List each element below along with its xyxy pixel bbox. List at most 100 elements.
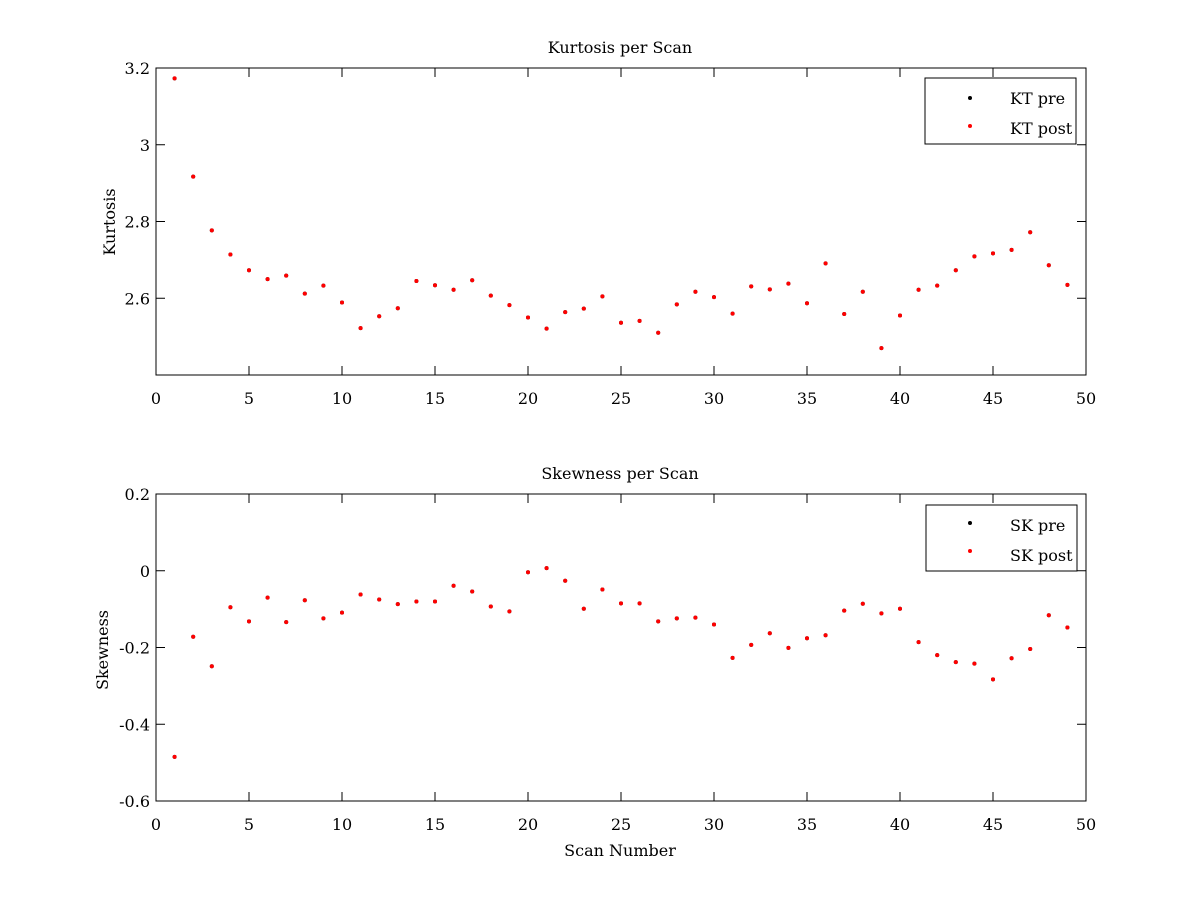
kurtosis-point-post xyxy=(302,291,307,296)
kurtosis-point-post xyxy=(805,301,809,306)
skewness-point-post xyxy=(991,677,995,682)
skewness-point-post xyxy=(526,570,530,575)
skewness-x-tick-label: 25 xyxy=(611,815,631,834)
skewness-point-post xyxy=(693,615,698,620)
skewness-point-post xyxy=(507,609,512,614)
skewness-point-post xyxy=(619,601,623,606)
skewness-point-post xyxy=(544,566,549,571)
kurtosis-point-post xyxy=(1065,282,1070,287)
kurtosis-point-post xyxy=(433,283,437,288)
kurtosis-point-post xyxy=(879,346,884,351)
kurtosis-point-post xyxy=(674,302,679,307)
skewness-ticks: 0 5 10 15 20 25 30 35 40 45 50 -0.6 -0.4 -0.2 0 0.2 xyxy=(119,485,1096,834)
kurtosis-point-post xyxy=(953,268,958,273)
kurtosis-ticks: 0 5 10 15 20 25 30 35 40 45 50 2.6 2.8 3 3.2 xyxy=(125,59,1097,408)
skewness-point-post xyxy=(712,622,716,627)
kurtosis-point-post xyxy=(749,284,754,289)
kurtosis-point-post xyxy=(935,283,940,288)
skewness-point-post xyxy=(637,601,642,606)
kurtosis-point-post xyxy=(340,300,344,305)
skewness-point-post xyxy=(656,619,661,624)
legend-label-kt-post: KT post xyxy=(1010,119,1073,138)
kurtosis-plot-frame xyxy=(155,67,1087,376)
skewness-point-post xyxy=(340,610,344,615)
skewness-point-post xyxy=(358,592,363,597)
kurtosis-x-tick-label: 40 xyxy=(890,389,910,408)
skewness-x-tick-label: 5 xyxy=(244,815,254,834)
skewness-point-post xyxy=(414,599,419,604)
kurtosis-y-tick-label: 2.8 xyxy=(125,213,150,232)
kurtosis-point-post xyxy=(712,295,716,300)
skewness-x-tick-label: 15 xyxy=(425,815,445,834)
skewness-point-post xyxy=(563,578,568,583)
skewness-point-post xyxy=(433,599,437,604)
kurtosis-x-tick-label: 35 xyxy=(797,389,817,408)
kurtosis-point-post xyxy=(470,278,475,283)
skewness-point-post xyxy=(730,655,735,660)
skewness-x-tick-label: 30 xyxy=(704,815,724,834)
skewness-point-post xyxy=(395,602,400,607)
skewness-x-axis-label: Scan Number xyxy=(564,841,676,860)
skewness-point-post xyxy=(247,619,251,624)
skewness-point-post xyxy=(321,616,326,621)
kurtosis-point-post xyxy=(284,273,289,278)
kurtosis-point-post xyxy=(358,326,363,331)
kurtosis-point-post xyxy=(860,289,865,294)
skewness-x-tick-label: 50 xyxy=(1076,815,1096,834)
skewness-y-tick-label: 0 xyxy=(140,562,150,581)
legend-label-kt-pre: KT pre xyxy=(1010,89,1065,108)
skewness-point-post xyxy=(823,633,828,638)
kurtosis-y-tick-label: 3 xyxy=(140,136,150,155)
skewness-point-post xyxy=(470,589,475,594)
skewness-point-post xyxy=(767,631,772,636)
kurtosis-point-post xyxy=(488,293,493,298)
kurtosis-point-post xyxy=(991,251,995,256)
skewness-point-post xyxy=(972,661,977,666)
kurtosis-point-post xyxy=(451,287,456,292)
kurtosis-point-post xyxy=(191,174,196,179)
kurtosis-point-post xyxy=(972,254,977,259)
kurtosis-point-post xyxy=(563,310,568,315)
kurtosis-x-tick-label: 45 xyxy=(983,389,1003,408)
kurtosis-point-post xyxy=(767,287,772,292)
kurtosis-x-tick-label: 25 xyxy=(611,389,631,408)
skewness-x-tick-label: 35 xyxy=(797,815,817,834)
skewness-y-tick-label: -0.6 xyxy=(119,792,150,811)
kurtosis-point-post xyxy=(581,306,586,311)
kurtosis-point-post xyxy=(247,268,251,273)
kurtosis-point-post xyxy=(172,76,177,81)
kurtosis-point-post xyxy=(916,287,921,292)
skewness-point-post xyxy=(916,640,921,645)
skewness-point-post xyxy=(488,604,493,609)
kurtosis-point-post xyxy=(526,315,530,320)
skewness-subplot: Skewness per Scan Skewness Scan Number 0… xyxy=(93,464,1096,860)
kurtosis-point-post xyxy=(693,289,698,294)
skewness-point-post xyxy=(377,597,382,602)
skewness-y-axis-label: Skewness xyxy=(93,610,112,690)
kurtosis-point-post xyxy=(1009,247,1014,252)
skewness-point-post xyxy=(805,636,809,641)
kurtosis-point-post xyxy=(898,313,902,318)
skewness-x-tick-label: 40 xyxy=(890,815,910,834)
skewness-point-post xyxy=(265,595,270,600)
skewness-point-post xyxy=(1065,625,1070,630)
kurtosis-point-post xyxy=(730,311,735,316)
skewness-point-post xyxy=(191,634,196,639)
kurtosis-x-tick-label: 5 xyxy=(244,389,254,408)
kurtosis-legend: KT pre KT post xyxy=(924,77,1077,145)
skewness-point-post xyxy=(172,754,177,759)
skewness-point-post xyxy=(600,587,605,592)
skewness-point-post xyxy=(786,645,791,650)
skewness-point-post xyxy=(674,616,679,621)
kurtosis-x-tick-label: 10 xyxy=(332,389,352,408)
kurtosis-point-post xyxy=(209,228,214,233)
kurtosis-legend-box xyxy=(924,77,1077,145)
legend-label-sk-post: SK post xyxy=(1010,546,1073,565)
kurtosis-point-post xyxy=(600,294,605,299)
skewness-x-tick-label: 20 xyxy=(518,815,538,834)
legend-marker-sk-post xyxy=(968,549,972,553)
kurtosis-point-post xyxy=(842,311,847,316)
kurtosis-x-tick-label: 20 xyxy=(518,389,538,408)
kurtosis-point-post xyxy=(321,283,326,288)
skewness-y-tick-label: -0.4 xyxy=(119,715,150,734)
